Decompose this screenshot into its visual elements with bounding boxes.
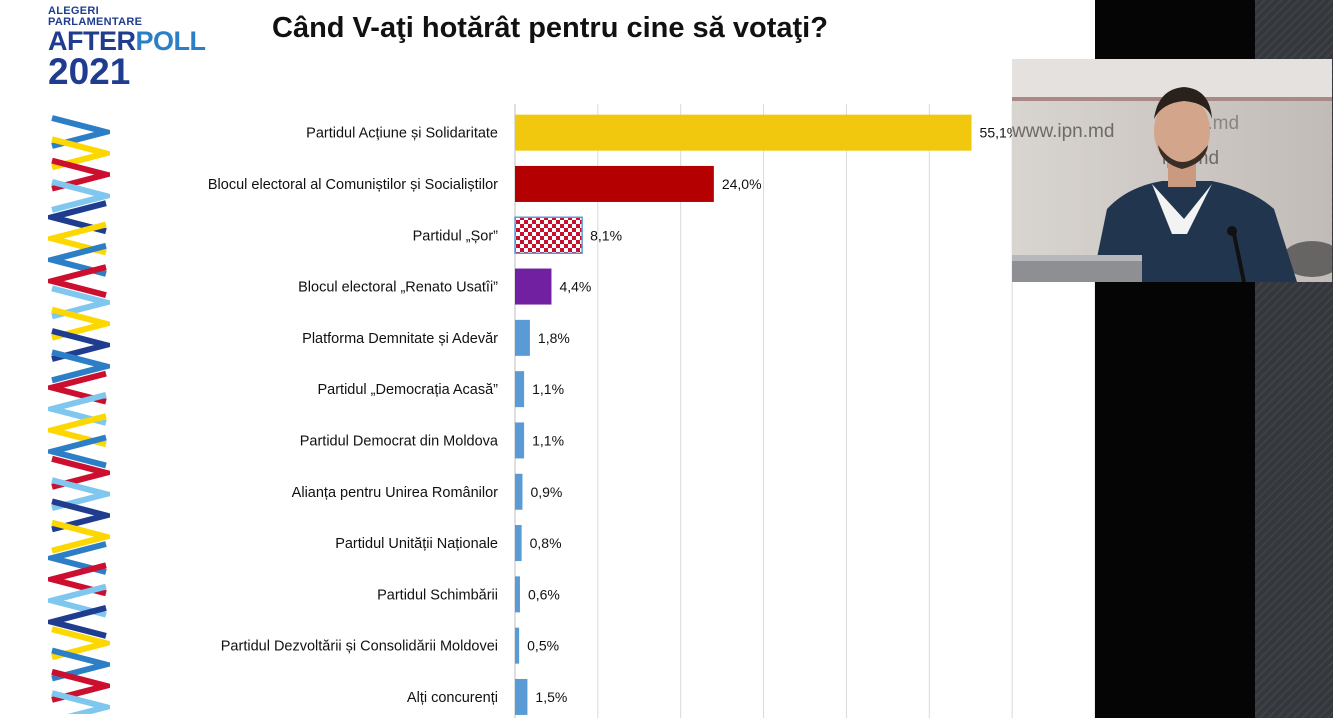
bar [514,216,583,254]
category-label: Partidul Unității Naționale [335,536,498,552]
category-label: Alți concurenți [407,690,498,706]
data-label: 4,4% [559,279,591,295]
chevron-stripe [51,349,110,384]
chevron-stripe [51,178,110,213]
chevron-stripe [48,434,107,469]
slide-title: Când V-aţi hotărât pentru cine să votaţi… [272,12,828,44]
category-label: Partidul Dezvoltării și Consolidării Mol… [221,639,498,655]
logo-brand: AFTERPOLL [48,28,206,55]
data-label: 55,1% [980,125,1020,141]
bar [515,678,528,715]
bar [515,525,522,562]
category-label: Blocul electoral al Comuniștilor și Soci… [208,177,498,193]
chevron-stripe [51,519,110,554]
chevron-stripe [48,264,107,299]
category-label: Partidul „Democrația Acasă” [317,382,498,398]
data-label: 1,1% [532,432,564,448]
data-label: 0,5% [527,638,559,654]
category-label: Blocul electoral „Renato Usatîi” [298,280,498,296]
logo-brand-part1: AFTER [48,26,136,56]
afterpoll-logo: ALEGERI PARLAMENTARE AFTERPOLL 2021 [48,5,206,92]
category-label: Platforma Demnitate și Adevăr [302,331,498,347]
bar [515,319,530,356]
chevron-stripe [48,604,107,639]
data-label: 0,9% [530,484,562,500]
video-watermark-1: www.ipn.md [1012,121,1114,142]
category-label: Partidul Democrat din Moldova [300,433,499,449]
logo-brand-part2: POLL [135,26,207,56]
logo-year: 2021 [48,51,131,92]
data-label: 1,1% [532,381,564,397]
category-label: Partidul Schimbării [377,587,498,603]
bar [515,268,552,305]
bar [515,627,520,664]
decorative-chevron-stripes [48,115,110,714]
category-label: Partidul Acțiune și Solidaritate [306,126,498,142]
bar [515,165,714,202]
bar [515,114,972,151]
data-label: 0,6% [528,586,560,602]
speaker-video-feed: www.ipn.md ipn.md ipn.md [1012,59,1332,282]
bar [515,422,525,459]
bar [515,576,520,613]
category-label: Partidul „Șor” [413,228,499,244]
speaker-video-image: www.ipn.md ipn.md ipn.md [1012,59,1332,282]
data-label: 8,1% [590,227,622,243]
data-label: 24,0% [722,176,762,192]
data-label: 0,8% [530,535,562,551]
data-label: 1,8% [538,330,570,346]
bar-chart: Partidul Acțiune și Solidaritate 55,1% Blo… [208,104,1095,718]
bar [515,473,523,510]
logo-line1: ALEGERI [48,5,99,17]
category-label: Alianța pentru Unirea Românilor [292,485,498,501]
data-label: 1,5% [535,689,567,705]
logo-line2: PARLAMENTARE [48,16,143,28]
bar [515,371,525,408]
presentation-slide: ALEGERI PARLAMENTARE AFTERPOLL 2021 Când… [0,0,1095,718]
chevron-stripe [51,690,110,714]
